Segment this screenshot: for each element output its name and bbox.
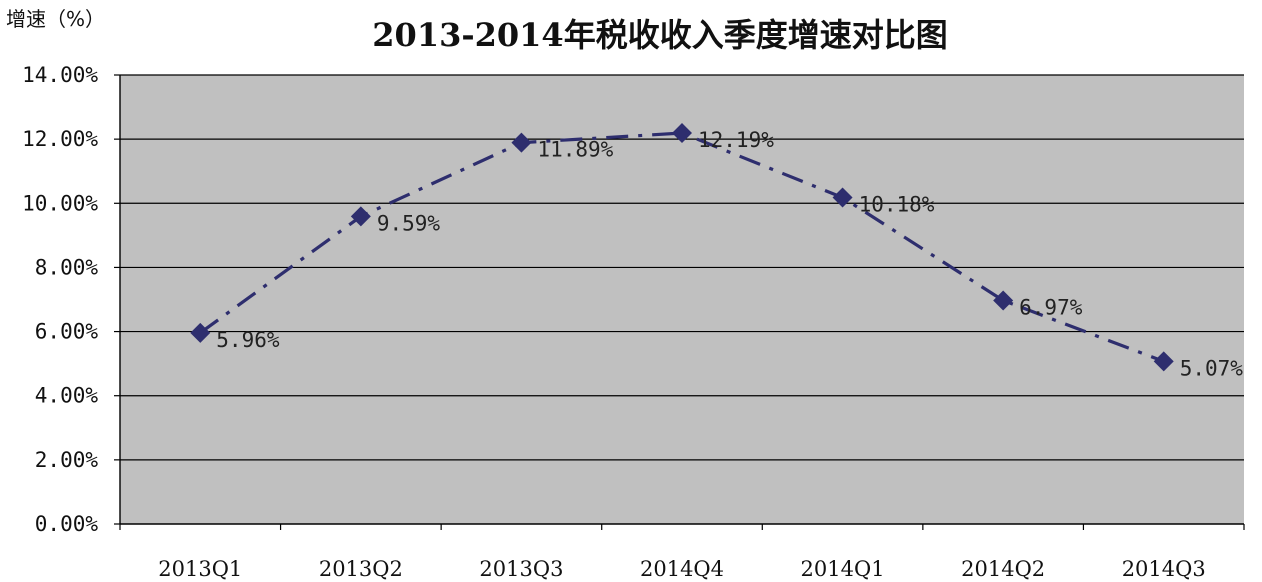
x-tick-label: 2013Q2 [319, 557, 403, 581]
data-point-marker [350, 206, 371, 227]
data-point-marker [190, 322, 211, 343]
x-tick-label: 2013Q1 [158, 557, 242, 581]
data-label: 11.89% [537, 138, 613, 162]
y-tick-labels: 0.00% 2.00% 4.00% 6.00% 8.00% 10.00% 12.00% 14.… [22, 63, 98, 536]
data-point-marker [1153, 351, 1174, 372]
x-tick-label: 2014Q3 [1122, 557, 1206, 581]
y-tick-label: 14.00% [22, 63, 98, 87]
data-label: 10.18% [859, 193, 935, 217]
chart-title: 2013-2014年税收收入季度增速对比图 [372, 16, 947, 54]
data-point-marker [993, 290, 1014, 311]
data-labels: 5.96% 9.59% 11.89% 12.19% 10.18% 6.97% 5.07% [216, 128, 1243, 380]
data-label: 9.59% [377, 211, 441, 235]
y-tick-label: 8.00% [35, 255, 99, 279]
y-tick-label: 10.00% [22, 191, 98, 215]
y-tick-label: 12.00% [22, 127, 98, 151]
data-point-marker [511, 132, 532, 153]
x-tick-label: 2014Q2 [961, 557, 1045, 581]
data-label: 12.19% [698, 128, 774, 152]
y-tick-label: 2.00% [35, 448, 99, 472]
series-markers [190, 123, 1174, 372]
plot-area [120, 75, 1244, 524]
x-tick-label: 2014Q4 [640, 557, 724, 581]
y-tick-label: 4.00% [35, 384, 99, 408]
x-tick-label: 2014Q1 [801, 557, 885, 581]
data-point-marker [832, 187, 853, 208]
y-axis-label: 增速（%） [6, 7, 105, 31]
data-label: 6.97% [1019, 295, 1083, 319]
data-label: 5.07% [1180, 356, 1244, 380]
x-tick-label: 2013Q3 [479, 557, 563, 581]
x-tick-labels: 2013Q1 2013Q2 2013Q3 2014Q4 2014Q1 2014Q2 2014… [158, 557, 1205, 581]
data-label: 5.96% [216, 328, 280, 352]
y-tick-label: 0.00% [35, 512, 99, 536]
y-tick-label: 6.00% [35, 320, 99, 344]
axes [114, 74, 1245, 530]
data-point-marker [672, 123, 692, 144]
